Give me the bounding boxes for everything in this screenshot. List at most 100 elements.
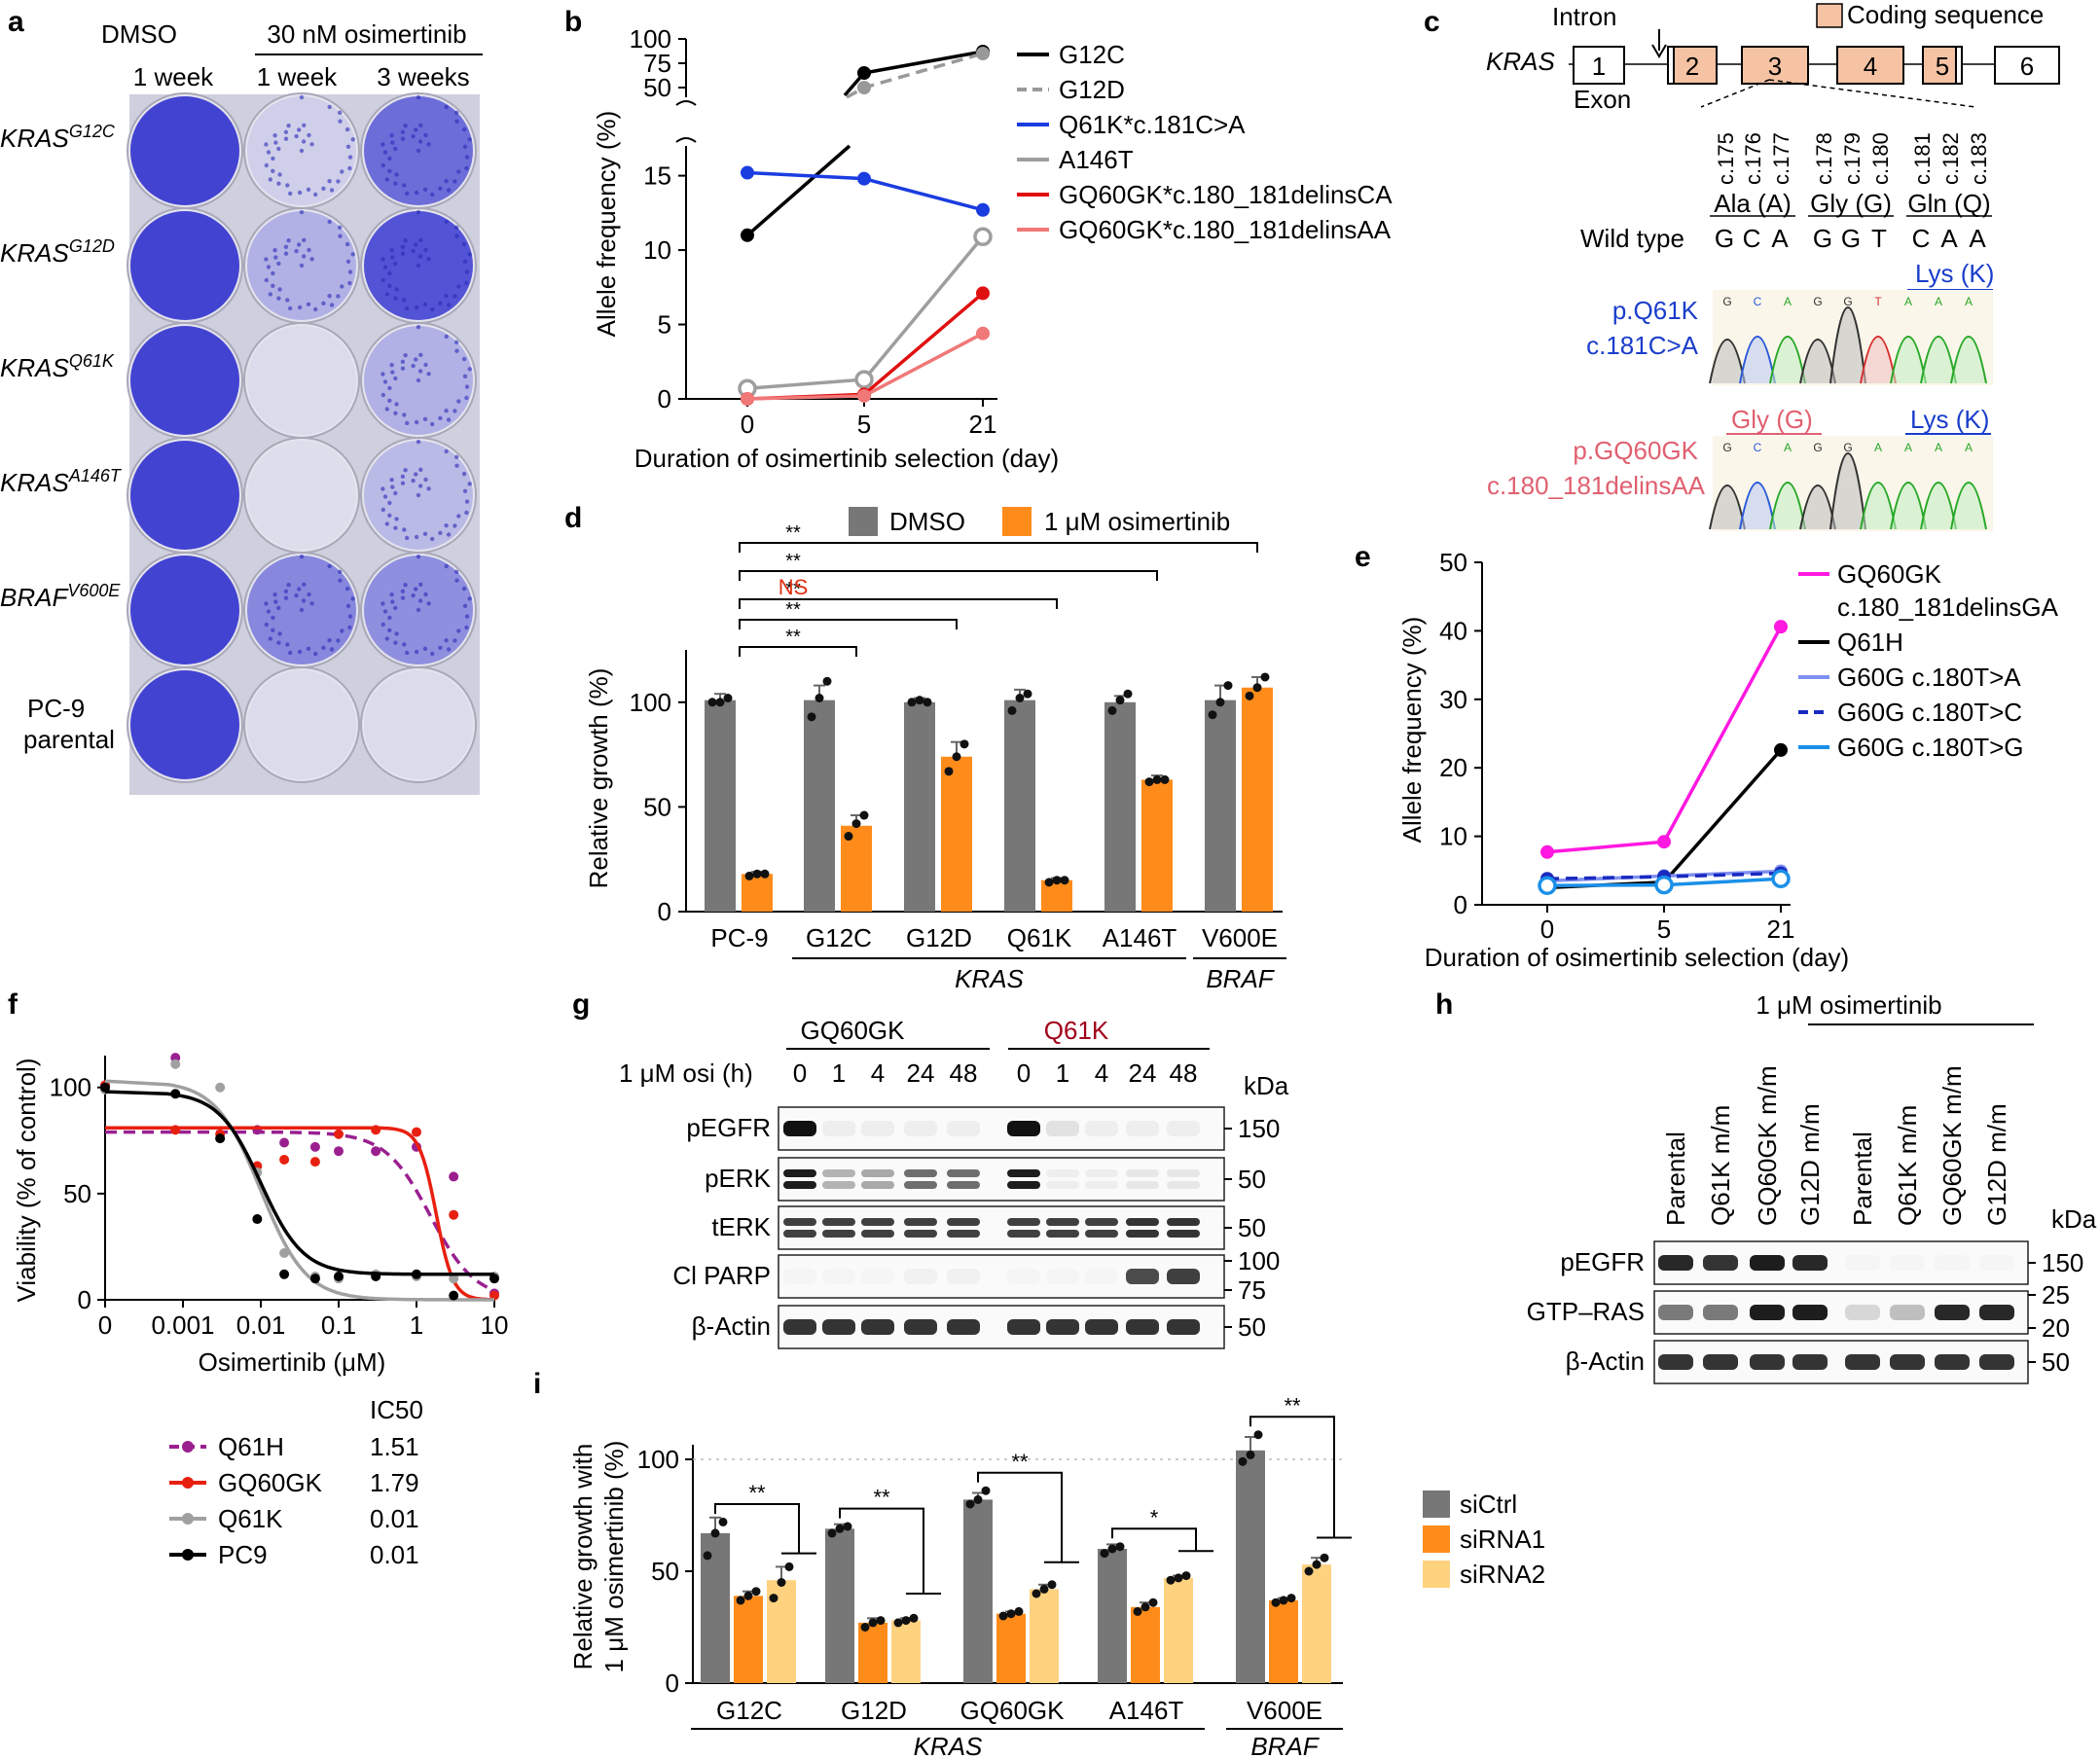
- i-point: [1246, 1450, 1255, 1459]
- chromatogram-peak: [1799, 485, 1836, 530]
- colony-dot: [405, 420, 410, 426]
- colony-dot: [418, 582, 423, 587]
- colony-dot: [416, 209, 421, 215]
- colony-dot: [380, 142, 385, 147]
- dmso-header: DMSO: [101, 19, 177, 49]
- e-y-tick-label: 10: [1439, 822, 1467, 851]
- colony-dot: [414, 649, 419, 655]
- colony-dot: [400, 589, 406, 593]
- i-group-label: BRAF: [1250, 1732, 1320, 1759]
- g-time-label: 1 μM osi (h): [619, 1059, 753, 1088]
- gq60gk-protein-label: p.GQ60GK: [1573, 436, 1698, 465]
- colony-dot: [288, 650, 293, 656]
- exon-number-5: 5: [1936, 52, 1949, 81]
- i-legend-label: siCtrl: [1460, 1490, 1517, 1519]
- g-band: [947, 1319, 980, 1335]
- chromatogram-base: A: [1904, 441, 1912, 454]
- row-label-0: KRASG12C: [0, 122, 116, 153]
- d-point: [1160, 774, 1170, 784]
- d-significance-brackets: **********NS: [739, 522, 1258, 657]
- g-band: [947, 1269, 980, 1284]
- b-x-tick-label: 21: [969, 410, 997, 439]
- chromatogram-peak: [1739, 336, 1776, 384]
- colony-dot: [380, 507, 385, 513]
- g-band: [1126, 1121, 1159, 1136]
- g-band: [1007, 1319, 1040, 1335]
- d-y-tick-label: 100: [630, 688, 671, 717]
- exon-box-1: [1573, 46, 1625, 85]
- colony-dot: [276, 640, 281, 645]
- b-legend-label: GQ60GK*c.180_181delinsCA: [1059, 180, 1393, 209]
- colony-dot: [380, 486, 385, 491]
- colony-dot: [338, 110, 343, 116]
- colony-dot: [336, 179, 341, 184]
- colony-dot: [297, 190, 303, 196]
- colony-dot: [307, 247, 311, 253]
- panel-label-b: b: [564, 6, 582, 38]
- colony-dot: [411, 248, 416, 254]
- b-y-tick-label: 100: [630, 24, 671, 54]
- colony-dot: [453, 409, 457, 413]
- g-band: [904, 1230, 937, 1238]
- colony-dot: [389, 363, 394, 368]
- well-grid: [127, 92, 477, 783]
- colony-dot: [403, 583, 408, 588]
- i-point: [1181, 1571, 1191, 1581]
- colony-dot: [418, 467, 423, 472]
- g-band: [822, 1319, 855, 1335]
- b-legend-label: A146T: [1059, 145, 1134, 174]
- colony-dot: [403, 124, 408, 128]
- colony-dot: [402, 183, 407, 188]
- amino-acid-label: Gly (G): [1810, 189, 1892, 218]
- i-legend-label: siRNA1: [1460, 1525, 1545, 1554]
- i-point: [777, 1578, 786, 1587]
- b-axis-break-mark: [675, 100, 697, 143]
- b-legend-label: G12D: [1059, 75, 1125, 104]
- g-band: [947, 1121, 980, 1136]
- f-point: [412, 1127, 421, 1137]
- colony-dot: [393, 411, 398, 415]
- colony-dot: [329, 188, 335, 193]
- colony-dot: [416, 554, 421, 559]
- f-point: [371, 1271, 381, 1281]
- i-bar-A146T-1: [1131, 1606, 1160, 1683]
- colony-dot: [416, 492, 421, 498]
- b-point: [857, 171, 871, 186]
- colony-dot: [387, 385, 392, 391]
- g-band: [904, 1319, 937, 1335]
- g-band: [783, 1169, 816, 1177]
- i-point: [1279, 1596, 1288, 1605]
- colony-dot: [382, 494, 388, 499]
- colony-dot: [414, 242, 418, 247]
- e-point: [1771, 869, 1791, 888]
- chromatogram-peak: [1950, 482, 1987, 530]
- colony-dot: [389, 478, 394, 483]
- colony-dot: [464, 510, 469, 516]
- gq60gk-cdna-label: c.180_181delinsAA: [1487, 471, 1706, 500]
- intron-arrowhead: [1651, 44, 1667, 58]
- d-gene-groups: KRAS BRAF: [792, 957, 1286, 993]
- colony-dot: [307, 592, 311, 597]
- d-point: [1060, 876, 1069, 885]
- colony-dot: [387, 168, 392, 173]
- colony-dot: [414, 357, 418, 362]
- colony-dot: [417, 139, 423, 144]
- g-band: [783, 1181, 816, 1189]
- e-legend-label: Q61H: [1837, 628, 1903, 657]
- i-point: [835, 1524, 845, 1533]
- colony-dot: [299, 263, 305, 269]
- colony-dot: [430, 421, 435, 427]
- well-stain: [364, 670, 473, 779]
- panel-label-f: f: [8, 988, 18, 1021]
- colony-dot: [297, 127, 302, 132]
- colony-dot: [426, 257, 431, 262]
- colony-dot: [340, 169, 344, 174]
- g-lane-label: 48: [950, 1059, 978, 1088]
- colony-dot: [266, 609, 272, 614]
- h-marker-label: 20: [2042, 1313, 2070, 1343]
- colony-dot: [464, 165, 469, 171]
- f-ic50-header: IC50: [370, 1395, 423, 1424]
- h-band: [1703, 1354, 1738, 1370]
- colony-dot: [273, 255, 278, 260]
